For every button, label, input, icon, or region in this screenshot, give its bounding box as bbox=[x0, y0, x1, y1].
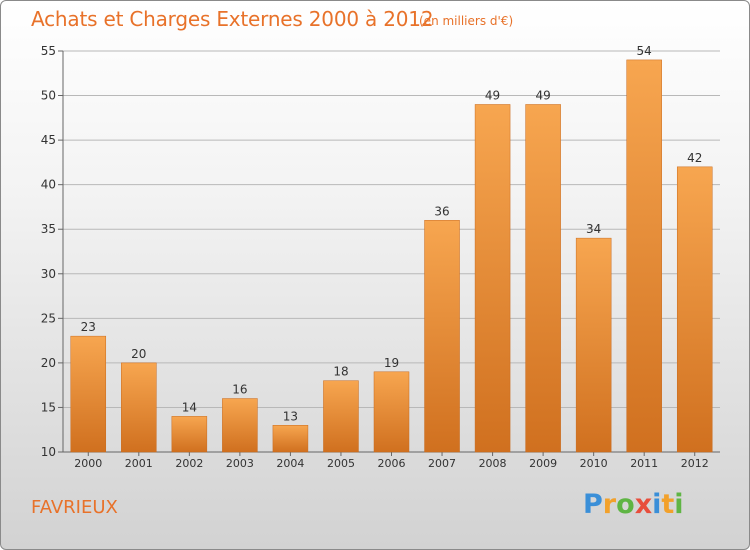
logo-letter: x bbox=[634, 489, 653, 520]
y-tick-label: 55 bbox=[41, 44, 56, 58]
data-label-2007: 36 bbox=[434, 204, 449, 218]
logo-letter: P bbox=[583, 489, 603, 520]
data-label-2006: 19 bbox=[384, 356, 399, 370]
data-label-2009: 49 bbox=[535, 88, 550, 102]
y-tick-label: 30 bbox=[41, 267, 56, 281]
bar-2003 bbox=[222, 398, 258, 453]
x-tick-label-2010: 2010 bbox=[580, 457, 608, 470]
y-tick-label: 50 bbox=[41, 89, 56, 103]
bar-2005 bbox=[323, 380, 359, 453]
x-tick-label-2002: 2002 bbox=[175, 457, 203, 470]
data-label-2010: 34 bbox=[586, 222, 601, 236]
logo-letter: t bbox=[661, 489, 675, 520]
y-tick-label: 45 bbox=[41, 133, 56, 147]
bar-2011 bbox=[626, 59, 662, 453]
data-label-2011: 54 bbox=[637, 44, 652, 58]
bar-2007 bbox=[424, 220, 460, 453]
bar-2010 bbox=[575, 237, 612, 453]
chart-title: Achats et Charges Externes 2000 à 2012 bbox=[31, 7, 434, 31]
commune-name: FAVRIEUX bbox=[31, 497, 118, 518]
data-label-2004: 13 bbox=[283, 409, 298, 423]
bar-2012 bbox=[676, 166, 713, 453]
x-tick-label-2001: 2001 bbox=[125, 457, 153, 470]
logo-letter: i bbox=[674, 489, 684, 520]
bars bbox=[70, 59, 713, 453]
x-tick-label-2012: 2012 bbox=[681, 457, 709, 470]
data-label-2008: 49 bbox=[485, 88, 500, 102]
data-label-2000: 23 bbox=[81, 320, 96, 334]
bar-2006 bbox=[373, 371, 410, 453]
x-tick-label-2007: 2007 bbox=[428, 457, 456, 470]
proxiti-logo: Proxiti bbox=[583, 489, 684, 520]
y-tick-label: 25 bbox=[41, 311, 56, 325]
logo-letter: o bbox=[616, 489, 635, 520]
bar-2001 bbox=[121, 362, 157, 453]
x-tick-label-2006: 2006 bbox=[378, 457, 406, 470]
axes: 10 15 20 25 30 35 40 45 50 55 2000 2001 2002 2003 2004… bbox=[41, 44, 720, 470]
y-tick-label: 40 bbox=[41, 178, 56, 192]
bar-2002 bbox=[171, 416, 208, 453]
data-label-2005: 18 bbox=[333, 365, 348, 379]
x-tick-label-2011: 2011 bbox=[630, 457, 658, 470]
chart-subtitle: (en milliers d'€) bbox=[419, 14, 514, 28]
y-tick-label: 15 bbox=[41, 400, 56, 414]
x-tick-label-2005: 2005 bbox=[327, 457, 355, 470]
x-tick-label-2004: 2004 bbox=[276, 457, 304, 470]
x-tick-label-2000: 2000 bbox=[74, 457, 102, 470]
data-label-2001: 20 bbox=[131, 347, 146, 361]
bar-2008 bbox=[474, 104, 511, 453]
data-label-2003: 16 bbox=[232, 383, 247, 397]
y-tick-label: 20 bbox=[41, 356, 56, 370]
logo-letter: i bbox=[652, 489, 662, 520]
data-label-2012: 42 bbox=[687, 151, 702, 165]
x-tick-label-2009: 2009 bbox=[529, 457, 557, 470]
logo-letter: r bbox=[602, 489, 617, 520]
data-label-2002: 14 bbox=[182, 400, 197, 414]
x-tick-label-2003: 2003 bbox=[226, 457, 254, 470]
bar-2004 bbox=[272, 425, 309, 453]
y-tick-label: 10 bbox=[41, 445, 56, 459]
bar-2000 bbox=[70, 335, 107, 453]
bar-2009 bbox=[525, 104, 561, 453]
data-labels: 23 20 14 16 13 18 19 36 49 49 34 54 42 bbox=[81, 44, 703, 423]
y-tick-label: 35 bbox=[41, 222, 56, 236]
x-tick-label-2008: 2008 bbox=[479, 457, 507, 470]
